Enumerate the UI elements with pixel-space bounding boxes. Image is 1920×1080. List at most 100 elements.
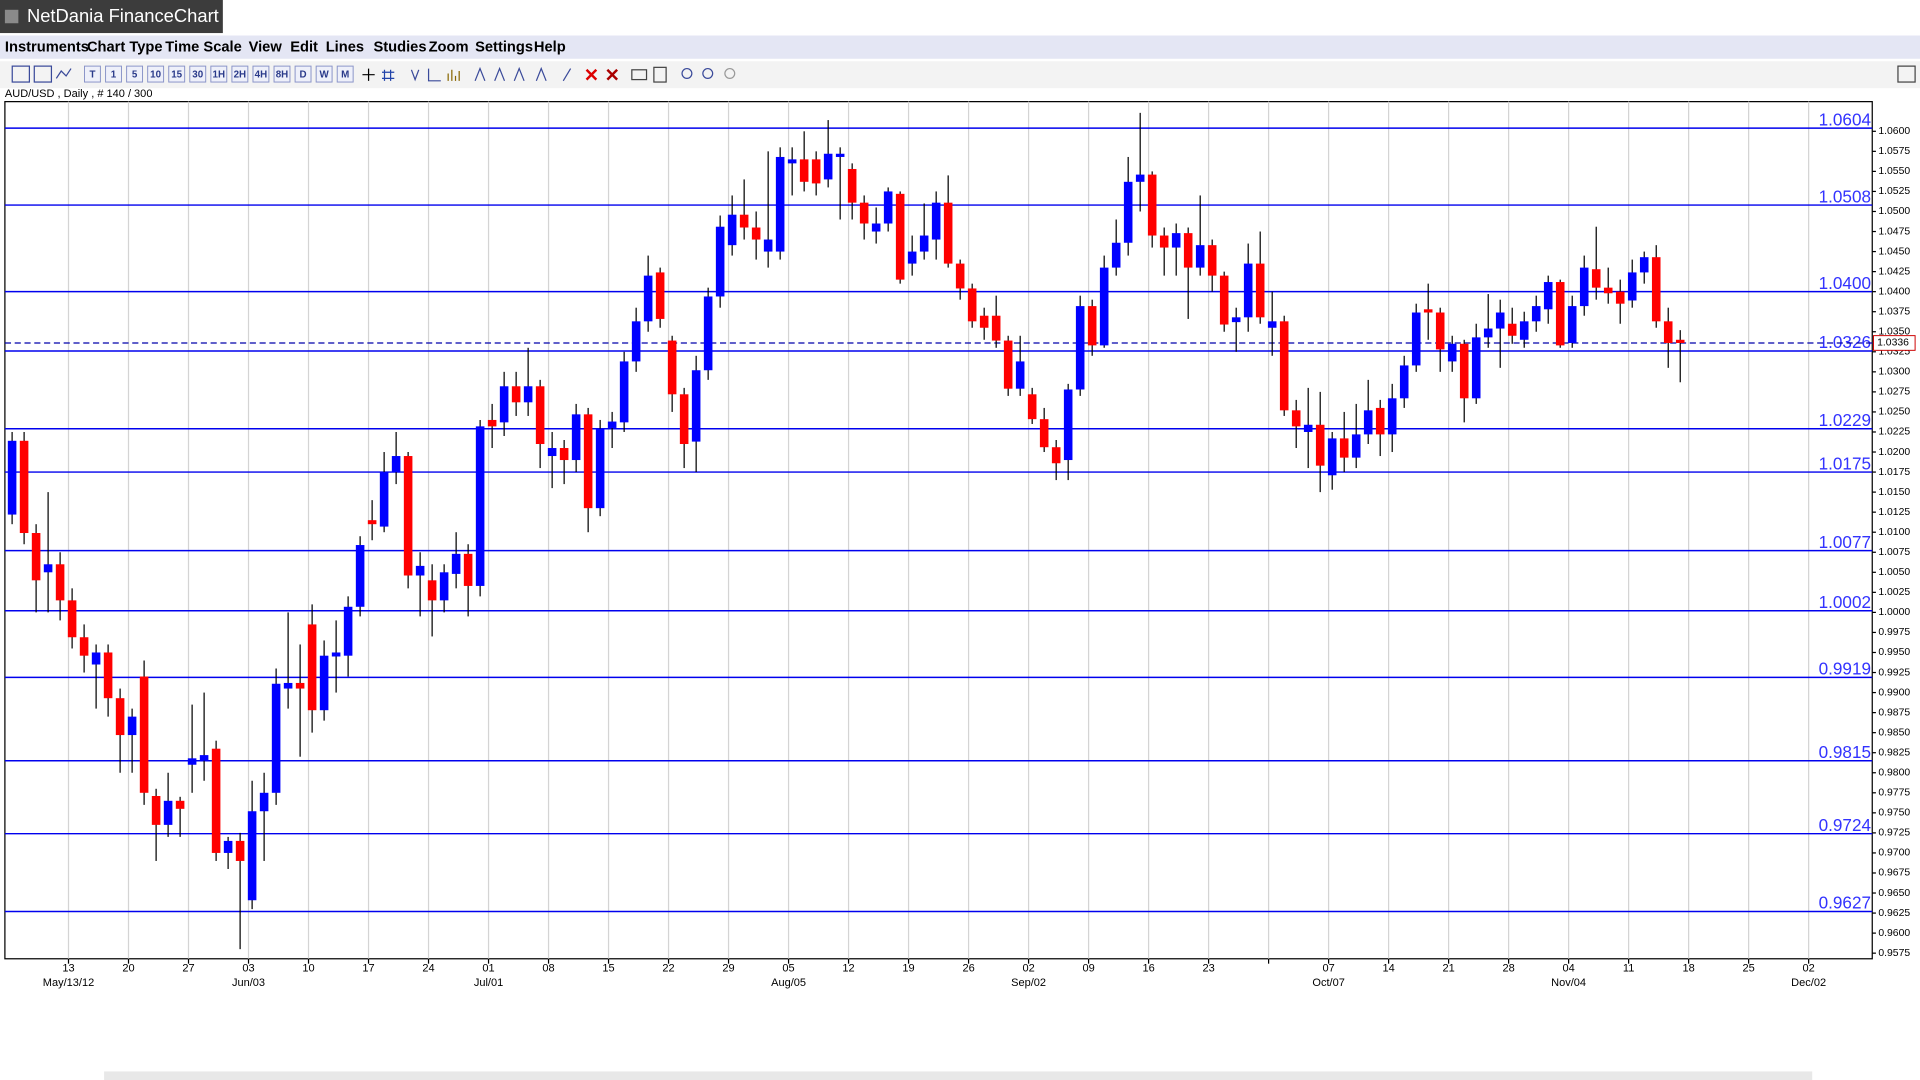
- candle-body: [907, 251, 917, 264]
- timescale-button[interactable]: [294, 65, 312, 83]
- menu-item[interactable]: Time Scale: [165, 40, 241, 56]
- tool-icon[interactable]: [724, 67, 736, 79]
- candle-body: [1651, 257, 1661, 322]
- candle-body: [67, 600, 77, 638]
- timescale-label[interactable]: 15: [171, 69, 182, 80]
- timescale-button[interactable]: [252, 65, 270, 83]
- x-tick-label: 02: [1803, 962, 1815, 974]
- timescale-button[interactable]: [189, 65, 207, 83]
- candle-body: [1291, 410, 1301, 427]
- candle-body: [79, 637, 89, 656]
- tool-icon[interactable]: [631, 69, 648, 81]
- timescale-label[interactable]: 30: [192, 69, 203, 80]
- tool-icon[interactable]: [447, 69, 460, 81]
- menu-item[interactable]: View: [249, 40, 283, 56]
- candle-body: [523, 386, 533, 403]
- x-month-label: May/13/12: [43, 977, 94, 989]
- candle-body: [343, 606, 353, 656]
- timescale-label[interactable]: 5: [132, 69, 138, 80]
- candle-body: [475, 426, 485, 586]
- timescale-label[interactable]: 10: [150, 69, 161, 80]
- timescale-label[interactable]: 2H: [234, 69, 247, 80]
- tool-icon[interactable]: [1897, 65, 1916, 83]
- timescale-label[interactable]: 1H: [213, 69, 226, 80]
- candle-body: [775, 156, 785, 252]
- candle-body: [43, 564, 53, 573]
- candle-body: [391, 456, 401, 473]
- tool-icon[interactable]: [681, 67, 693, 79]
- menu-item[interactable]: Settings: [475, 40, 533, 56]
- candle-body: [1279, 321, 1289, 411]
- tool-icon[interactable]: [606, 68, 619, 81]
- tool-icon[interactable]: [11, 65, 30, 83]
- timescale-label[interactable]: M: [341, 69, 349, 80]
- x-tick-label: 10: [302, 962, 314, 974]
- y-tick-label: 1.0550: [1878, 166, 1910, 177]
- candle-body: [859, 202, 869, 224]
- timescale-label[interactable]: D: [300, 69, 307, 80]
- timescale-button[interactable]: [273, 65, 291, 83]
- timescale-button[interactable]: [315, 65, 333, 83]
- candle-body: [787, 159, 797, 164]
- tool-icon[interactable]: [585, 68, 598, 81]
- candle-body: [727, 214, 737, 246]
- app-title: NetDania FinanceChart: [27, 5, 219, 26]
- tool-icon[interactable]: [55, 68, 72, 79]
- timescale-button[interactable]: [336, 65, 354, 83]
- scrollbar[interactable]: [104, 1071, 1813, 1080]
- timescale-label[interactable]: 8H: [276, 69, 289, 80]
- candle-body: [1483, 328, 1493, 338]
- tool-icon[interactable]: [562, 68, 572, 82]
- y-tick-label: 1.0325: [1878, 347, 1910, 358]
- timescale-label[interactable]: W: [320, 69, 330, 80]
- timescale-button[interactable]: [147, 65, 165, 83]
- candle-body: [967, 288, 977, 322]
- candle-body: [1579, 267, 1589, 307]
- y-tick-label: 1.0450: [1878, 246, 1910, 257]
- candle-body: [631, 321, 641, 362]
- timescale-button[interactable]: [126, 65, 144, 83]
- candle-body: [739, 214, 749, 228]
- timescale-button[interactable]: [84, 65, 101, 83]
- candle-body: [103, 652, 113, 699]
- y-tick-label: 1.0475: [1878, 226, 1910, 237]
- menu-item[interactable]: Help: [534, 40, 566, 56]
- timescale-button[interactable]: [231, 65, 249, 83]
- tool-icon[interactable]: [702, 67, 714, 79]
- candle-body: [499, 386, 509, 423]
- timescale-label[interactable]: 4H: [255, 69, 268, 80]
- tool-icon[interactable]: [362, 68, 375, 81]
- app-tab: [0, 0, 223, 34]
- candle-body: [1351, 434, 1361, 458]
- menu-item[interactable]: Studies: [373, 40, 426, 56]
- candle-body: [823, 153, 833, 180]
- menu-item[interactable]: Chart Type: [87, 40, 163, 56]
- tool-icon[interactable]: [474, 66, 547, 82]
- tool-icon[interactable]: [653, 66, 667, 83]
- y-tick-label: 1.0225: [1878, 427, 1910, 438]
- tool-icon[interactable]: [33, 65, 53, 83]
- timescale-label[interactable]: T: [89, 69, 95, 80]
- y-tick-label: 0.9850: [1878, 727, 1910, 738]
- candle-body: [1411, 312, 1421, 366]
- timescale-button[interactable]: [168, 65, 186, 83]
- candle-body: [91, 652, 101, 665]
- menu-item[interactable]: Lines: [326, 40, 364, 56]
- candle-body: [1375, 407, 1385, 435]
- menu-item[interactable]: Instruments: [5, 40, 89, 56]
- menu-item[interactable]: Edit: [290, 40, 318, 56]
- candle-body: [1147, 174, 1157, 236]
- y-tick-label: 1.0525: [1878, 186, 1910, 197]
- candle-body: [295, 682, 305, 689]
- plot-area: [4, 101, 1873, 960]
- menu-item[interactable]: Zoom: [429, 40, 469, 56]
- tool-icon[interactable]: [410, 69, 420, 82]
- tool-icon[interactable]: [382, 69, 395, 81]
- timescale-button[interactable]: [210, 65, 228, 83]
- x-tick-label: 17: [362, 962, 374, 974]
- candle-body: [1387, 398, 1397, 435]
- tool-icon[interactable]: [427, 68, 441, 82]
- timescale-label[interactable]: 1: [111, 69, 117, 80]
- timescale-button[interactable]: [105, 65, 122, 83]
